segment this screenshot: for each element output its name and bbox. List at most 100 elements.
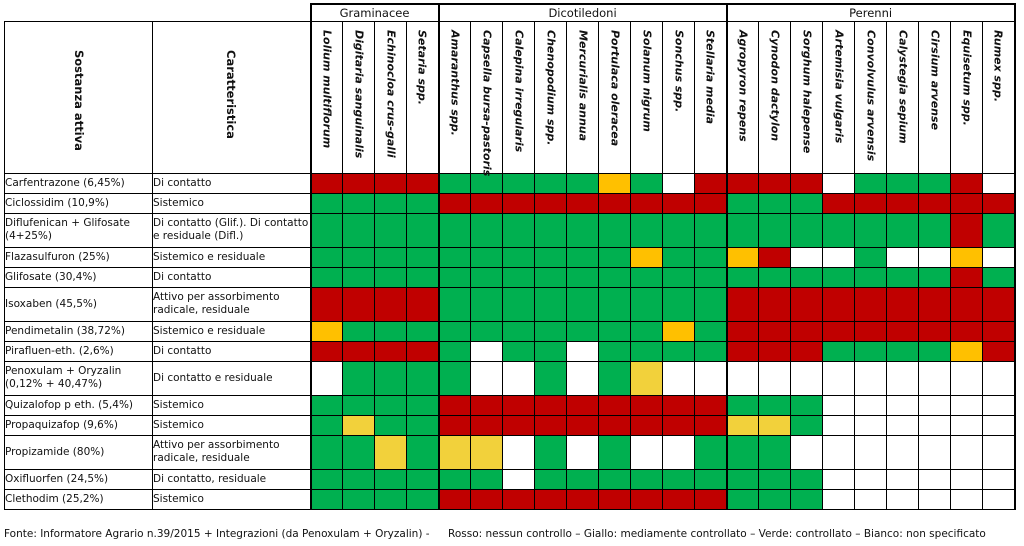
species-label: Sorghum halepense (800, 29, 814, 153)
efficacy-cell (854, 320, 888, 342)
efficacy-cell (405, 394, 440, 416)
table-row: Diflufenican + Glifosate (4+25%) Di conta… (4, 212, 1016, 248)
efficacy-cell (374, 212, 407, 248)
efficacy-cell (374, 192, 407, 214)
efficacy-cell (342, 320, 375, 342)
table-row: Pendimetalin (38,72%) Sistemico e residua… (4, 320, 1016, 342)
efficacy-cell (886, 266, 920, 288)
substance-column-header: Sostanza attiva (4, 20, 153, 174)
efficacy-cell (437, 488, 472, 510)
species-label: Chenopodium spp. (544, 29, 558, 145)
efficacy-cell (982, 468, 1016, 490)
efficacy-cell (918, 212, 952, 248)
efficacy-cell (950, 394, 984, 416)
characteristic-cell: Attivo per assorbimento radicale, residu… (152, 434, 311, 470)
efficacy-cell (758, 286, 792, 322)
efficacy-cell (598, 394, 632, 416)
efficacy-cell (822, 286, 856, 322)
efficacy-cell (566, 360, 600, 396)
table-row: Ciclossidim (10,9%) Sistemico (4, 192, 1016, 214)
efficacy-cell (662, 360, 696, 396)
efficacy-cell (470, 246, 504, 268)
efficacy-cell (982, 434, 1016, 470)
efficacy-cell (790, 394, 824, 416)
efficacy-cell (662, 172, 696, 194)
efficacy-cell (566, 394, 600, 416)
efficacy-cell (470, 414, 504, 436)
substance-cell: Propizamide (80%) (4, 434, 153, 470)
efficacy-cell (758, 340, 792, 362)
efficacy-cell (822, 434, 856, 470)
efficacy-cell (470, 488, 504, 510)
efficacy-cell (694, 360, 728, 396)
efficacy-cell (886, 394, 920, 416)
efficacy-cell (950, 414, 984, 436)
efficacy-cell (854, 212, 888, 248)
efficacy-cell (886, 414, 920, 436)
efficacy-cell (630, 468, 664, 490)
efficacy-cell (309, 360, 343, 396)
efficacy-cell (886, 320, 920, 342)
efficacy-cell (309, 172, 343, 194)
efficacy-cell (534, 434, 568, 470)
efficacy-cell (758, 172, 792, 194)
substance-cell: Ciclossidim (10,9%) (4, 192, 153, 214)
efficacy-cell (342, 192, 375, 214)
characteristic-cell: Sistemico (152, 192, 311, 214)
table-row: Propizamide (80%) Attivo per assorbimento… (4, 434, 1016, 470)
efficacy-cell (662, 286, 696, 322)
efficacy-cell (758, 488, 792, 510)
efficacy-cell (437, 212, 472, 248)
substance-cell: Carfentrazone (6,45%) (4, 172, 153, 194)
efficacy-cell (374, 340, 407, 362)
efficacy-cell (470, 172, 504, 194)
efficacy-cell (725, 488, 760, 510)
efficacy-cell (630, 172, 664, 194)
efficacy-cell (662, 394, 696, 416)
efficacy-cell (630, 434, 664, 470)
efficacy-cell (982, 212, 1016, 248)
efficacy-cell (470, 394, 504, 416)
efficacy-cell (502, 246, 536, 268)
species-label: Artemisia vulgaris (832, 29, 846, 143)
efficacy-cell (758, 434, 792, 470)
substance-cell: Isoxaben (45,5%) (4, 286, 153, 322)
efficacy-cell (854, 360, 888, 396)
efficacy-cell (405, 320, 440, 342)
substance-cell: Oxifluorfen (24,5%) (4, 468, 153, 490)
efficacy-cell (405, 488, 440, 510)
efficacy-cell (790, 360, 824, 396)
efficacy-cell (470, 320, 504, 342)
efficacy-cell (534, 212, 568, 248)
efficacy-cell (437, 320, 472, 342)
species-label: Cirsium arvense (928, 29, 942, 130)
efficacy-cell (694, 246, 728, 268)
efficacy-cell (309, 394, 343, 416)
efficacy-cell (725, 266, 760, 288)
species-label: Sonchus spp. (672, 29, 686, 112)
efficacy-cell (309, 246, 343, 268)
efficacy-cell (918, 434, 952, 470)
species-label: Portulaca oleracea (608, 29, 622, 146)
efficacy-cell (598, 192, 632, 214)
efficacy-cell (502, 212, 536, 248)
species-header: Digitaria sanguinalis (342, 20, 375, 174)
efficacy-cell (758, 266, 792, 288)
efficacy-cell (725, 434, 760, 470)
efficacy-cell (630, 246, 664, 268)
table-row: Quizalofop p eth. (5,4%) Sistemico (4, 394, 1016, 416)
efficacy-cell (758, 414, 792, 436)
efficacy-cell (502, 286, 536, 322)
species-label: Setaria spp. (415, 29, 429, 105)
footer: Fonte: Informatore Agrario n.39/2015 + I… (4, 528, 1020, 540)
characteristic-column-header-label: Caratteristica (224, 49, 239, 139)
species-header: Amaranthus spp. (437, 20, 472, 174)
efficacy-cell (405, 360, 440, 396)
table-row: Propaquizafop (9,6%) Sistemico (4, 414, 1016, 436)
efficacy-cell (950, 266, 984, 288)
efficacy-cell (694, 266, 728, 288)
characteristic-cell: Di contatto (152, 266, 311, 288)
efficacy-cell (566, 212, 600, 248)
efficacy-cell (566, 468, 600, 490)
characteristic-cell: Di contatto e residuale (152, 360, 311, 396)
